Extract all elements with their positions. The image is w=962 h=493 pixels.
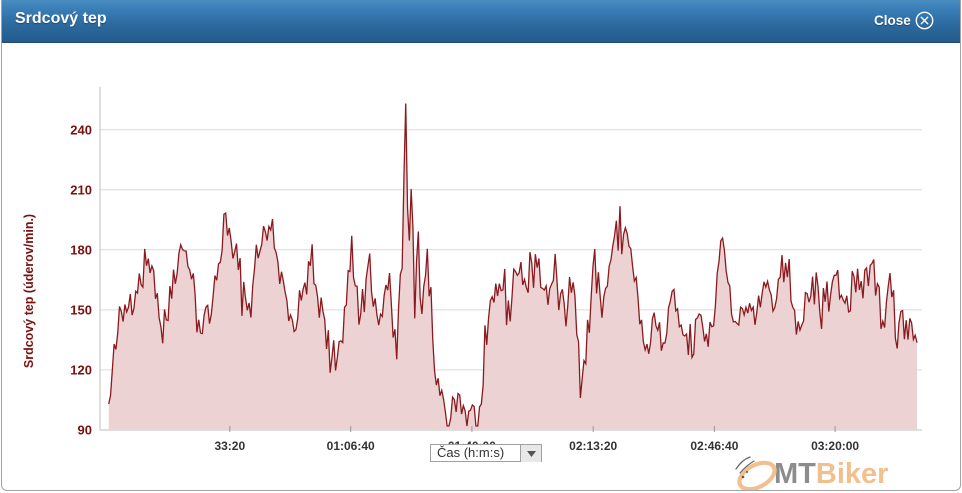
svg-text:MTBiker: MTBiker — [774, 458, 888, 490]
